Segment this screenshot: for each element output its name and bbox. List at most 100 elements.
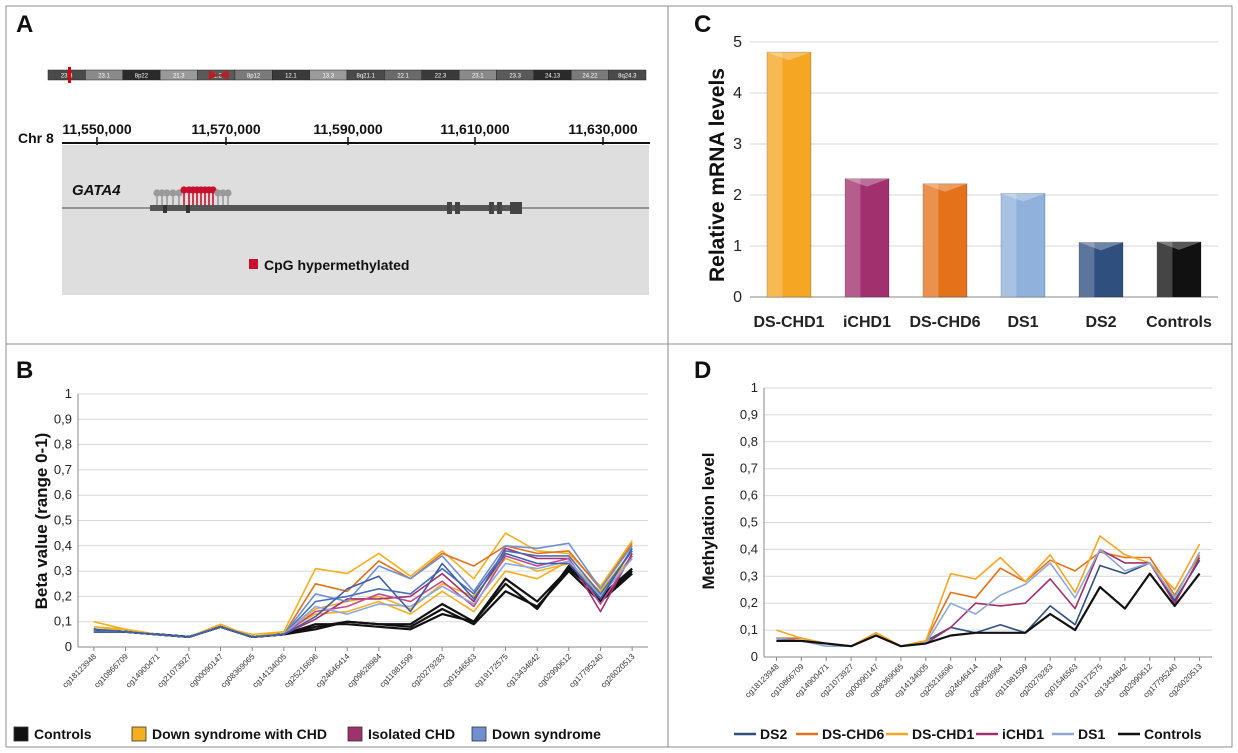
- position-ticks: 11,550,000 11,570,000 11,590,000 11,610,000…: [62, 121, 638, 149]
- d-series-lines: [776, 535, 1201, 648]
- cpg-site: [169, 189, 177, 197]
- y-tick-label: 0,5: [54, 513, 72, 528]
- y-tick-label: 0,2: [54, 588, 72, 603]
- cpg-legend-swatch: [249, 259, 258, 269]
- d-legend-label: DS2: [760, 726, 787, 742]
- panel-label-b: B: [16, 357, 33, 384]
- bar: [1156, 241, 1202, 298]
- d-legend-label: DS-CHD1: [912, 726, 974, 742]
- ideogram-band-label: 22.3: [435, 74, 447, 80]
- ideogram-band-label: 23.3: [61, 74, 73, 80]
- d-legend-label: DS1: [1078, 726, 1105, 742]
- b-legend-label: Down syndrome: [492, 726, 601, 742]
- b-y-tick-labels: 0 0,1 0,2 0,3 0,4 0,5 0,6 0,7 0,8 0,9 1: [54, 386, 72, 654]
- y-tick-label: 0,5: [740, 515, 758, 530]
- c-x-tick-label: Controls: [1146, 314, 1212, 331]
- bar-highlight: [767, 52, 783, 298]
- d-x-tick-labels: cg18123948cg10866709cg14900471cg21073927…: [743, 662, 1204, 700]
- d-gridlines: [763, 387, 1212, 661]
- exon-mark: [510, 202, 522, 214]
- y-tick-label: 0,1: [740, 622, 758, 637]
- ideogram-band-label: 21.3: [173, 74, 185, 80]
- c-y-tick-labels: 0 1 2 3 4 5: [733, 34, 742, 306]
- cpg-site: [163, 189, 171, 197]
- bar-highlight: [1157, 241, 1173, 297]
- d-y-axis-title: Methylation level: [699, 453, 718, 590]
- bar: [922, 183, 968, 298]
- ideogram-band-label: 8p12: [247, 74, 261, 80]
- panel-a-genome-view: 23.3 23.1 8p22 21.3 21.2 8p12 12.1 13.3 8q21.1 22…: [18, 67, 650, 295]
- b-legend-swatch: [131, 726, 147, 742]
- c-bars: [766, 51, 1202, 298]
- bar-highlight: [845, 178, 861, 297]
- y-tick-label: 0,4: [54, 538, 72, 553]
- ideogram-band-label: 12.1: [285, 74, 297, 80]
- exon-mark: [163, 205, 167, 213]
- x-tick-label: cg26020513: [599, 652, 637, 690]
- ideogram-band-label: 22.1: [397, 74, 409, 80]
- y-tick-label: 0,6: [740, 488, 758, 503]
- panel-label-d: D: [694, 357, 711, 384]
- ideogram-band-label: 23.1: [472, 74, 484, 80]
- bar-top-bevel: [923, 183, 967, 192]
- b-series-lines: [93, 532, 633, 639]
- cpg-site: [158, 189, 166, 197]
- bar-highlight: [923, 183, 939, 297]
- c-x-tick-label: iCHD1: [843, 314, 891, 331]
- y-tick-label: 0,9: [740, 407, 758, 422]
- b-legend-label: Controls: [34, 726, 92, 742]
- region-marker: [68, 67, 71, 83]
- series-line: [776, 572, 1201, 648]
- c-x-tick-labels: DS-CHD1 iCHD1 DS-CHD6 DS1 DS2 Controls: [753, 314, 1212, 331]
- y-tick-label: 0,7: [54, 462, 72, 477]
- c-y-tick-label: 3: [733, 136, 742, 153]
- bar: [1000, 193, 1046, 298]
- exon-mark: [455, 202, 460, 214]
- d-legend-label: iCHD1: [1002, 726, 1044, 742]
- b-legend: Controls Down syndrome with CHD Isolated C…: [13, 726, 601, 742]
- bar: [766, 51, 812, 298]
- y-tick-label: 0,8: [740, 434, 758, 449]
- series-line: [776, 548, 1201, 648]
- y-tick-label: 1: [65, 386, 72, 401]
- ideogram-band-label: 13.3: [322, 74, 334, 80]
- y-tick-label: 0,3: [54, 563, 72, 578]
- series-line: [776, 548, 1201, 648]
- series-line: [93, 547, 633, 638]
- y-tick-label: 0,6: [54, 487, 72, 502]
- cpg-site: [153, 189, 161, 197]
- c-y-tick-label: 4: [733, 85, 742, 102]
- b-legend-swatch: [13, 726, 29, 742]
- d-legend-label: DS-CHD6: [822, 726, 884, 742]
- y-tick-label: 0,9: [54, 411, 72, 426]
- cpg-legend-label: CpG hypermethylated: [264, 257, 409, 273]
- y-tick-label: 0,2: [740, 595, 758, 610]
- y-tick-label: 0: [65, 639, 72, 654]
- ideogram-band-label: 23.3: [509, 74, 521, 80]
- panel-label-a: A: [16, 11, 33, 38]
- series-line: [93, 567, 633, 639]
- bar-top-bevel: [845, 178, 889, 187]
- c-y-axis-title: Relative mRNA levels: [706, 68, 729, 282]
- c-y-tick-label: 1: [733, 238, 742, 255]
- cpg-sites: [153, 186, 232, 205]
- position-label: 11,630,000: [568, 121, 638, 137]
- exon-mark: [489, 202, 494, 214]
- c-y-tick-label: 0: [733, 289, 742, 306]
- y-tick-label: 0: [751, 649, 758, 664]
- exon-mark: [186, 205, 190, 213]
- c-gridlines: [750, 41, 1218, 298]
- panel-b-line-chart: 0 0,1 0,2 0,3 0,4 0,5 0,6 0,7 0,8 0,9 1 cg18123948…: [13, 386, 648, 742]
- exon-mark: [447, 202, 452, 214]
- bar-top-bevel: [1157, 241, 1201, 250]
- panel-d-line-chart: 0 0,1 0,2 0,3 0,4 0,5 0,6 0,7 0,8 0,9 1 cg18123948…: [699, 380, 1212, 742]
- c-y-tick-label: 5: [733, 34, 742, 51]
- position-label: 11,610,000: [440, 121, 510, 137]
- c-x-tick-label: DS1: [1007, 314, 1038, 331]
- b-legend-label: Down syndrome with CHD: [152, 726, 327, 742]
- ideogram-band: [608, 69, 647, 81]
- ideogram-band-label: 8q21.1: [357, 74, 376, 80]
- bar-top-bevel: [767, 52, 811, 61]
